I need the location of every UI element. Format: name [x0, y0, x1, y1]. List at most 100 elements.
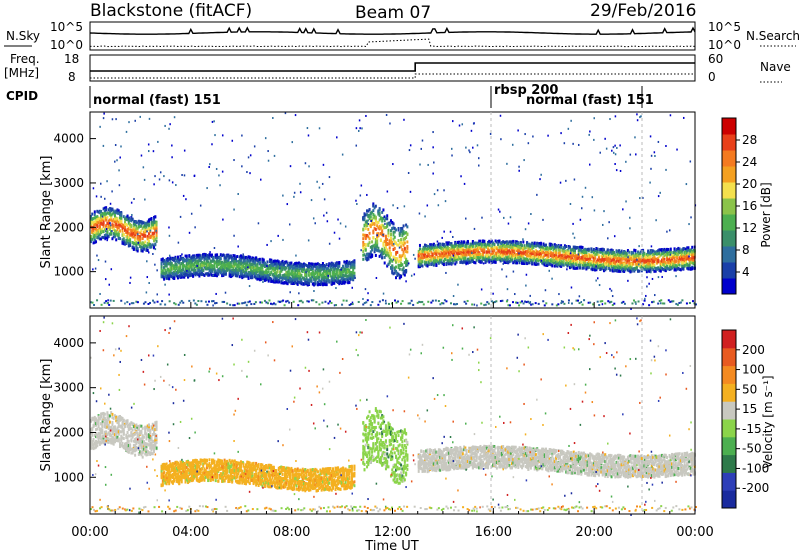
power-cell — [366, 224, 369, 228]
power-cell — [558, 245, 561, 249]
power-cell — [122, 237, 125, 241]
power-cell — [623, 250, 626, 254]
power-cell — [96, 209, 99, 213]
power-cell — [304, 270, 307, 274]
power-cell — [233, 269, 236, 273]
power-cell — [95, 230, 98, 234]
power-cell — [571, 264, 574, 268]
power-cell — [374, 219, 377, 223]
power-cell — [425, 255, 428, 259]
power-cell — [350, 276, 353, 280]
power-cell — [335, 280, 338, 284]
power-cell — [456, 250, 459, 254]
power-cell — [436, 250, 439, 254]
power-cell — [100, 219, 103, 223]
power-cell — [532, 245, 535, 249]
freq-trace — [90, 62, 695, 72]
power-cell — [98, 233, 101, 237]
power-cell — [228, 272, 231, 276]
power-cell — [638, 254, 641, 258]
power-cell — [343, 274, 346, 278]
power-cell — [127, 241, 130, 245]
power-cell — [223, 260, 226, 264]
power-cell — [609, 250, 612, 254]
power-cell — [537, 255, 540, 259]
power-cell — [633, 268, 636, 272]
power-cell — [353, 266, 356, 270]
power-cell — [294, 266, 297, 270]
power-cell — [446, 241, 449, 245]
power-cell — [324, 272, 327, 276]
power-cell — [483, 248, 486, 252]
power-cell — [465, 241, 468, 245]
power-cell — [294, 275, 297, 279]
power-cell — [391, 221, 394, 225]
power-cell — [384, 234, 387, 238]
power-cell — [562, 253, 565, 257]
power-cell — [421, 264, 424, 268]
power-cell — [197, 253, 200, 257]
nsearch-tick-bottom: 10^0 — [708, 38, 741, 52]
power-cell — [616, 254, 619, 258]
power-cell — [567, 251, 570, 255]
power-cell — [132, 222, 135, 226]
power-cell — [350, 263, 353, 267]
power-cell — [453, 256, 455, 260]
power-cell — [345, 268, 348, 272]
power-cell — [323, 282, 326, 286]
power-cell — [436, 248, 439, 252]
power-cell — [635, 266, 638, 270]
power-cell — [618, 253, 621, 257]
power-cell — [363, 247, 366, 251]
power-cell — [584, 254, 587, 258]
power-cell — [512, 253, 515, 257]
power-cell — [330, 262, 333, 266]
power-cell — [100, 231, 103, 235]
power-cell — [572, 258, 575, 262]
power-cell — [129, 233, 132, 237]
power-cell — [125, 215, 128, 219]
power-cell — [289, 272, 292, 276]
power-cell — [479, 247, 482, 251]
power-cell — [277, 261, 280, 265]
power-cell — [364, 254, 367, 258]
power-cell — [193, 255, 196, 259]
power-cell — [628, 250, 631, 254]
power-cell — [484, 260, 487, 264]
power-cell — [142, 230, 145, 234]
power-cell — [227, 267, 230, 271]
power-cell — [397, 228, 400, 232]
power-cell — [175, 273, 178, 277]
power-cell — [203, 254, 206, 258]
power-cell — [437, 259, 440, 263]
power-cell — [332, 274, 334, 278]
power-cell — [132, 247, 135, 251]
power-cell — [255, 268, 258, 272]
power-cell — [386, 222, 389, 226]
power-cell — [528, 261, 531, 265]
power-cell — [450, 262, 453, 266]
power-cell — [383, 226, 386, 230]
power-cell — [145, 223, 148, 227]
power-cell — [533, 241, 536, 245]
power-cell — [424, 254, 427, 258]
power-cell — [455, 260, 458, 264]
power-cell — [455, 247, 458, 251]
power-cell — [442, 242, 445, 246]
power-cell — [238, 275, 241, 279]
power-cell — [478, 239, 481, 243]
power-cell — [453, 246, 455, 250]
power-cell — [395, 259, 398, 263]
power-cell — [561, 263, 564, 267]
power-cell — [633, 259, 636, 263]
power-cell — [466, 242, 469, 246]
power-cell — [256, 274, 259, 278]
power-cell — [616, 262, 619, 266]
power-cell — [223, 270, 226, 274]
power-cell — [239, 271, 242, 275]
power-cell — [163, 271, 166, 275]
power-cell — [295, 275, 298, 279]
power-cell — [184, 258, 187, 262]
power-cell — [108, 211, 111, 215]
power-cell — [106, 229, 109, 233]
